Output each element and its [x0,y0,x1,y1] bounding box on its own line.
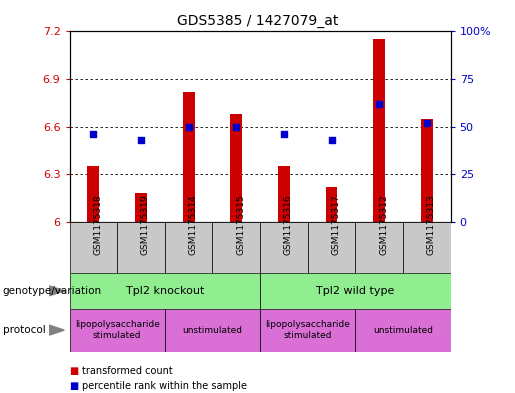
Point [89,131,97,138]
Bar [165,309,260,352]
Text: transformed count: transformed count [82,366,173,376]
Point [137,137,145,143]
Point [328,137,336,143]
Text: GSM1175312: GSM1175312 [379,194,388,255]
Point [423,120,431,126]
Text: GSM1175317: GSM1175317 [332,194,340,255]
Bar [421,119,433,222]
Bar [355,309,451,352]
Point [232,123,241,130]
Bar [260,273,451,309]
Text: GSM1175316: GSM1175316 [284,194,293,255]
Text: Tpl2 wild type: Tpl2 wild type [316,286,394,296]
Text: GSM1175319: GSM1175319 [141,194,150,255]
Bar [165,222,212,273]
Polygon shape [49,325,64,335]
Bar [260,309,355,352]
Text: GSM1175318: GSM1175318 [93,194,102,255]
Text: unstimulated: unstimulated [182,326,243,334]
Text: percentile rank within the sample: percentile rank within the sample [82,381,247,391]
Text: lipopolysaccharide
stimulated: lipopolysaccharide stimulated [265,320,350,340]
Text: genotype/variation: genotype/variation [3,286,101,296]
Bar [278,167,290,222]
Text: protocol: protocol [3,325,45,335]
Bar [88,167,99,222]
Text: GSM1175314: GSM1175314 [188,194,198,255]
Text: GSM1175315: GSM1175315 [236,194,245,255]
Bar [260,222,308,273]
Point [280,131,288,138]
Text: Tpl2 knockout: Tpl2 knockout [126,286,204,296]
Bar [70,222,117,273]
Bar [230,114,242,222]
Bar [373,39,385,222]
Bar [135,193,147,222]
Bar [325,187,337,222]
Bar [70,309,165,352]
Text: unstimulated: unstimulated [373,326,433,334]
Text: ■: ■ [70,381,79,391]
Polygon shape [49,286,64,296]
Text: lipopolysaccharide
stimulated: lipopolysaccharide stimulated [75,320,160,340]
Bar [355,222,403,273]
Text: ■: ■ [70,366,79,376]
Text: GDS5385 / 1427079_at: GDS5385 / 1427079_at [177,14,338,28]
Point [184,123,193,130]
Text: GSM1175313: GSM1175313 [427,194,436,255]
Bar [403,222,451,273]
Bar [307,222,355,273]
Bar [212,222,260,273]
Point [375,101,383,107]
Bar [70,273,260,309]
Bar [183,92,195,222]
Bar [117,222,165,273]
